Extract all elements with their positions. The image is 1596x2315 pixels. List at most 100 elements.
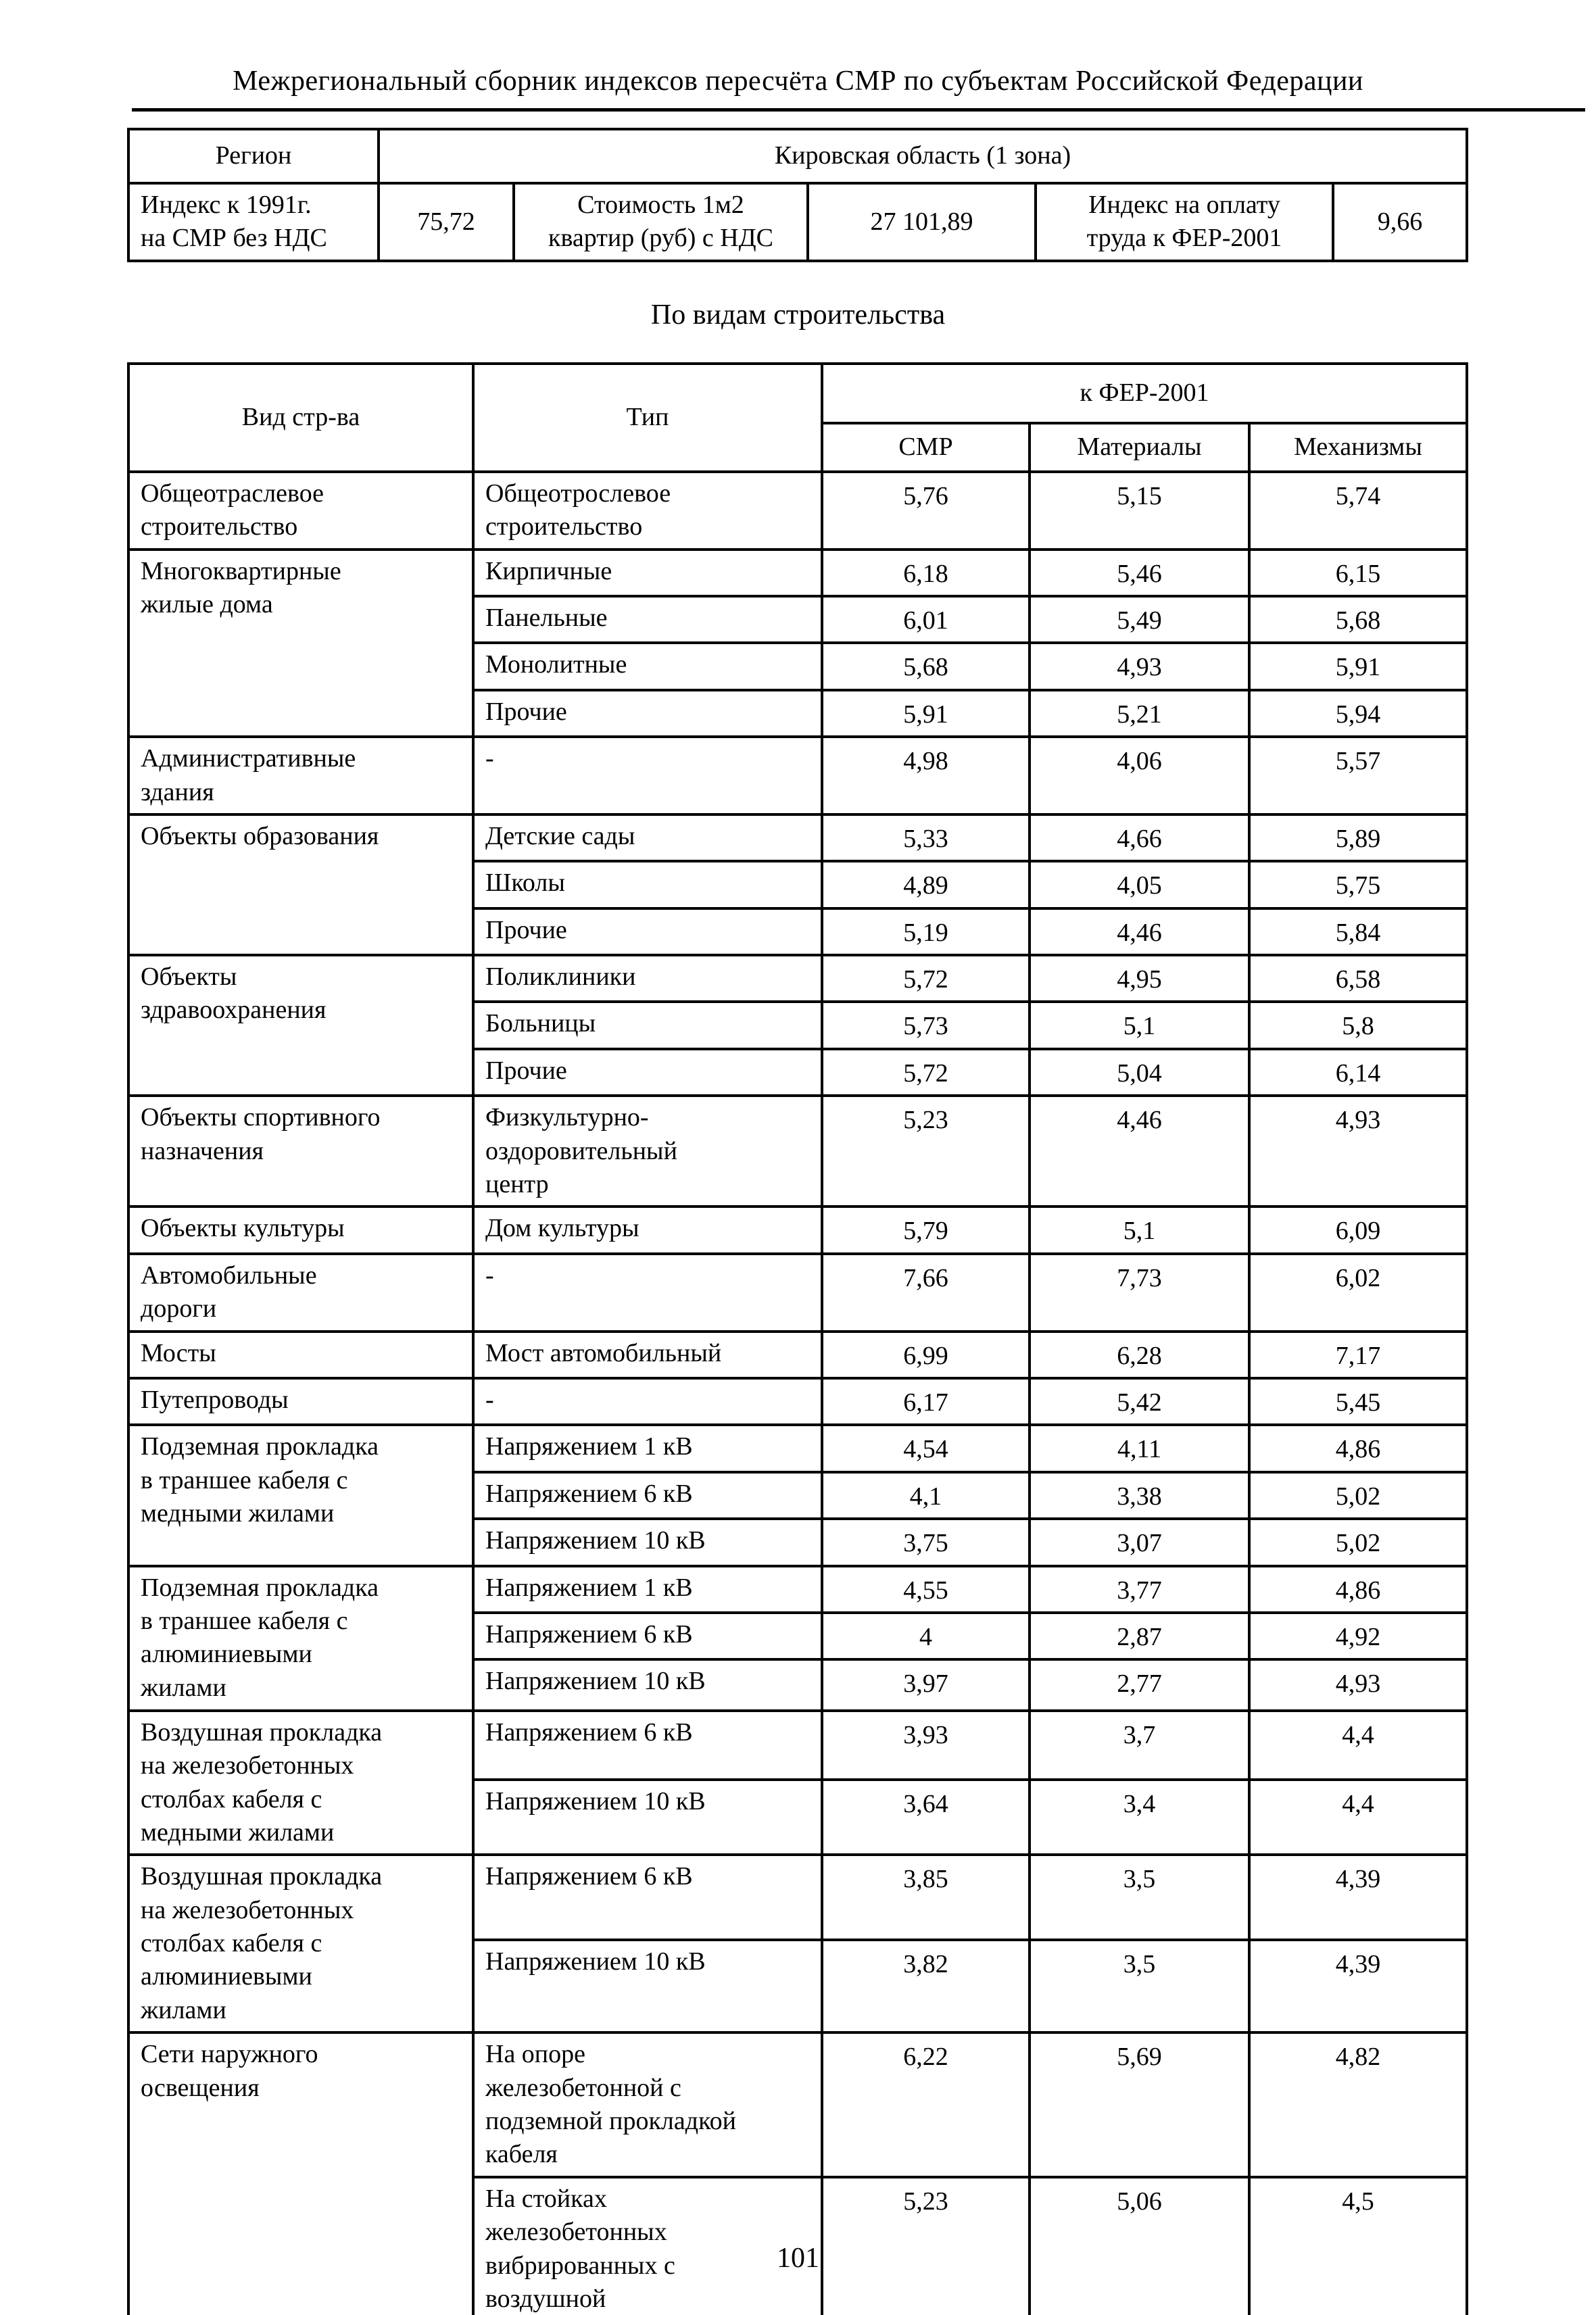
materials-value: 5,46 [1028,547,1251,598]
type-cell: Монолитные [472,641,823,691]
materials-value: 3,07 [1028,1517,1251,1567]
mechanisms-value: 5,8 [1247,1000,1469,1050]
materials-value: 4,95 [1028,954,1251,1004]
group-cell: Путепроводы [127,1376,475,1427]
materials-value: 4,05 [1028,860,1251,910]
materials-value: 3,38 [1028,1470,1251,1521]
group-cell: Административные здания [127,735,475,816]
mechanisms-value: 4,39 [1247,1853,1469,1942]
table-row: Панельные 6,01 5,49 5,68 [128,594,1469,645]
type-cell: Прочие [472,906,823,957]
mechanisms-value: 4,4 [1247,1778,1469,1857]
type-cell: Напряжением 6 кВ [472,1709,823,1782]
smr-value: 4,98 [821,735,1031,816]
group-cell: Объекты спортивного назначения [127,1094,475,1209]
group-cell: Автомобильные дороги [127,1252,475,1333]
group-cell: Воздушная прокладка на железобетонных ст… [127,1709,475,1857]
table-row: Объекты здравоохранения Поликлиники 5,72… [127,954,1469,1098]
cost-m2-label: Стоимость 1м2 квартир (руб) с НДС [512,182,809,262]
table-row: Мосты Мост автомобильный 6,99 6,28 7,17 [127,1330,1469,1380]
type-cell: На опоре железобетонной с подземной прок… [472,2031,823,2178]
smr-value: 5,76 [821,470,1031,551]
table-row: Объекты спортивного назначения Физкульту… [127,1094,1469,1209]
mechanisms-value: 5,75 [1247,860,1469,910]
materials-value: 2,77 [1028,1658,1251,1712]
type-cell: Поликлиники [472,954,823,1004]
mechanisms-value: 5,84 [1247,906,1469,957]
smr-value: 5,73 [821,1000,1031,1050]
smr-value: 4 [821,1611,1031,1661]
table-row: Объекты культуры Дом культуры 5,79 5,1 6… [127,1205,1469,1255]
mechanisms-value: 5,02 [1247,1470,1469,1521]
group-cell: Мосты [127,1330,475,1380]
type-cell: Общеотрослевое строительство [472,470,823,551]
smr-value: 5,72 [821,1047,1031,1098]
type-cell: Кирпичные [472,547,823,598]
materials-value: 3,7 [1028,1709,1251,1782]
header-tip: Тип [472,362,823,473]
region-label: Регион [127,128,380,185]
type-cell: Дом культуры [472,1205,823,1255]
type-cell: - [472,1252,823,1333]
type-cell: - [472,735,823,816]
page-number: 101 [777,2243,819,2274]
group-cell: Общеотраслевое строительство [127,470,475,551]
smr-value: 4,1 [821,1470,1031,1521]
mechanisms-value: 5,94 [1247,688,1469,739]
table-row: Многоквартирные жилые дома Кирпичные 6,1… [127,547,1469,739]
table-row: Воздушная прокладка на железобетонных ст… [127,1853,1469,2034]
materials-value: 7,73 [1028,1252,1251,1333]
type-cell: Напряжением 6 кВ [472,1470,823,1521]
mechanisms-value: 4,4 [1247,1709,1469,1782]
smr-value: 6,99 [821,1330,1031,1380]
header-smr: СМР [821,421,1031,473]
table-row: Напряжением 10 кВ 3,82 3,5 4,39 [128,1939,1469,2034]
materials-value: 5,1 [1028,1205,1251,1255]
header-fer: к ФЕР-2001 [820,362,1469,424]
mechanisms-value: 5,68 [1247,594,1469,645]
table-row: Воздушная прокладка на железобетонных ст… [127,1709,1469,1857]
construction-table: Вид стр-ва Тип к ФЕР-2001 СМР Материалы … [127,362,1469,2315]
type-cell: Больницы [472,1000,823,1050]
materials-value: 3,5 [1028,1939,1251,2034]
mechanisms-value: 4,86 [1247,1423,1469,1473]
type-cell: Детские сады [472,812,823,863]
table-row: Напряжением 10 кВ 3,64 3,4 4,4 [128,1778,1469,1857]
smr-value: 5,79 [821,1205,1031,1255]
materials-value: 2,87 [1028,1611,1251,1661]
materials-value: 4,06 [1028,735,1251,816]
table-row: Подземная прокладка в траншее кабеля с м… [127,1423,1469,1567]
materials-value: 5,21 [1028,688,1251,739]
table-row: Индекс к 1991г. на СМР без НДС 75,72 Сто… [127,182,1469,262]
type-cell: Напряжением 10 кВ [472,1778,823,1857]
mechanisms-value: 6,58 [1247,954,1469,1004]
table-row: Прочие 5,19 4,46 5,84 [128,906,1469,957]
materials-value: 5,1 [1028,1000,1251,1050]
index-1991-value: 75,72 [377,182,515,262]
type-cell: На стойках железобетонных вибрированных … [472,2175,823,2315]
type-cell: Напряжением 6 кВ [472,1853,823,1942]
type-cell: Напряжением 10 кВ [472,1939,823,2034]
smr-value: 6,17 [821,1376,1031,1427]
mechanisms-value: 5,02 [1247,1517,1469,1567]
smr-value: 6,18 [821,547,1031,598]
materials-value: 4,46 [1028,1094,1251,1209]
group-cell: Подземная прокладка в траншее кабеля с а… [127,1564,475,1712]
materials-value: 4,66 [1028,812,1251,863]
smr-value: 6,22 [821,2031,1031,2178]
type-cell: Напряжением 1 кВ [472,1423,823,1473]
table-row: Прочие 5,91 5,21 5,94 [128,688,1469,739]
title-rule [132,108,1585,112]
type-cell: Физкультурно- оздоровительный центр [472,1094,823,1209]
mechanisms-value: 5,45 [1247,1376,1469,1427]
mechanisms-value: 5,89 [1247,812,1469,863]
smr-value: 4,89 [821,860,1031,910]
smr-value: 4,55 [821,1564,1031,1614]
materials-value: 5,69 [1028,2031,1251,2178]
table-row: Сети наружного освещения На опоре железо… [127,2031,1469,2315]
materials-value: 4,93 [1028,641,1251,691]
table-row: Подземная прокладка в траншее кабеля с а… [127,1564,1469,1712]
smr-value: 3,64 [821,1778,1031,1857]
table-row: Общеотраслевое строительство Общеотросле… [127,470,1469,551]
table-row: Прочие 5,72 5,04 6,14 [128,1047,1469,1098]
